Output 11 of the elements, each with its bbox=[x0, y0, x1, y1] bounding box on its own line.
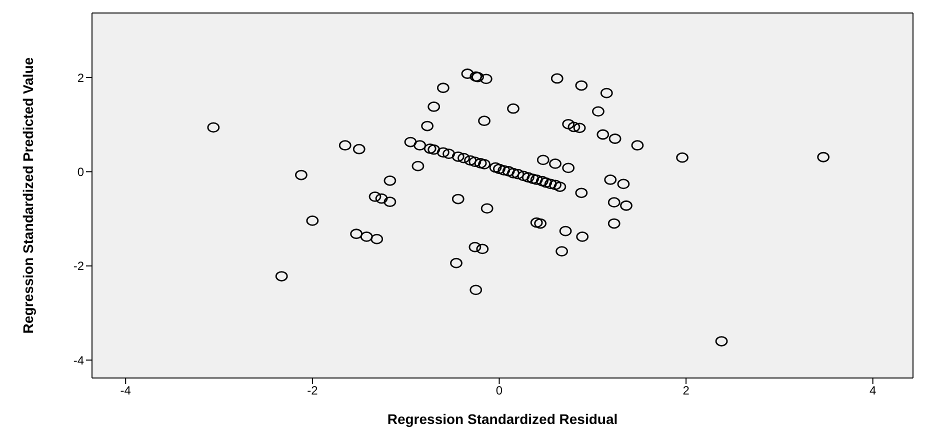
y-axis-title: Regression Standardized Predicted Value bbox=[20, 57, 36, 334]
y-tick-label: 0 bbox=[77, 164, 84, 179]
x-axis-title: Regression Standardized Residual bbox=[387, 411, 618, 427]
x-tick-label: -2 bbox=[307, 384, 318, 398]
x-tick-label: -4 bbox=[120, 384, 132, 398]
x-tick-label: 4 bbox=[869, 384, 876, 398]
y-tick-label: 2 bbox=[77, 70, 84, 85]
y-tick-label: -4 bbox=[73, 353, 84, 368]
x-tick-label: 0 bbox=[496, 384, 503, 398]
y-tick-label: -2 bbox=[73, 259, 84, 274]
x-tick-label: 2 bbox=[682, 384, 690, 398]
